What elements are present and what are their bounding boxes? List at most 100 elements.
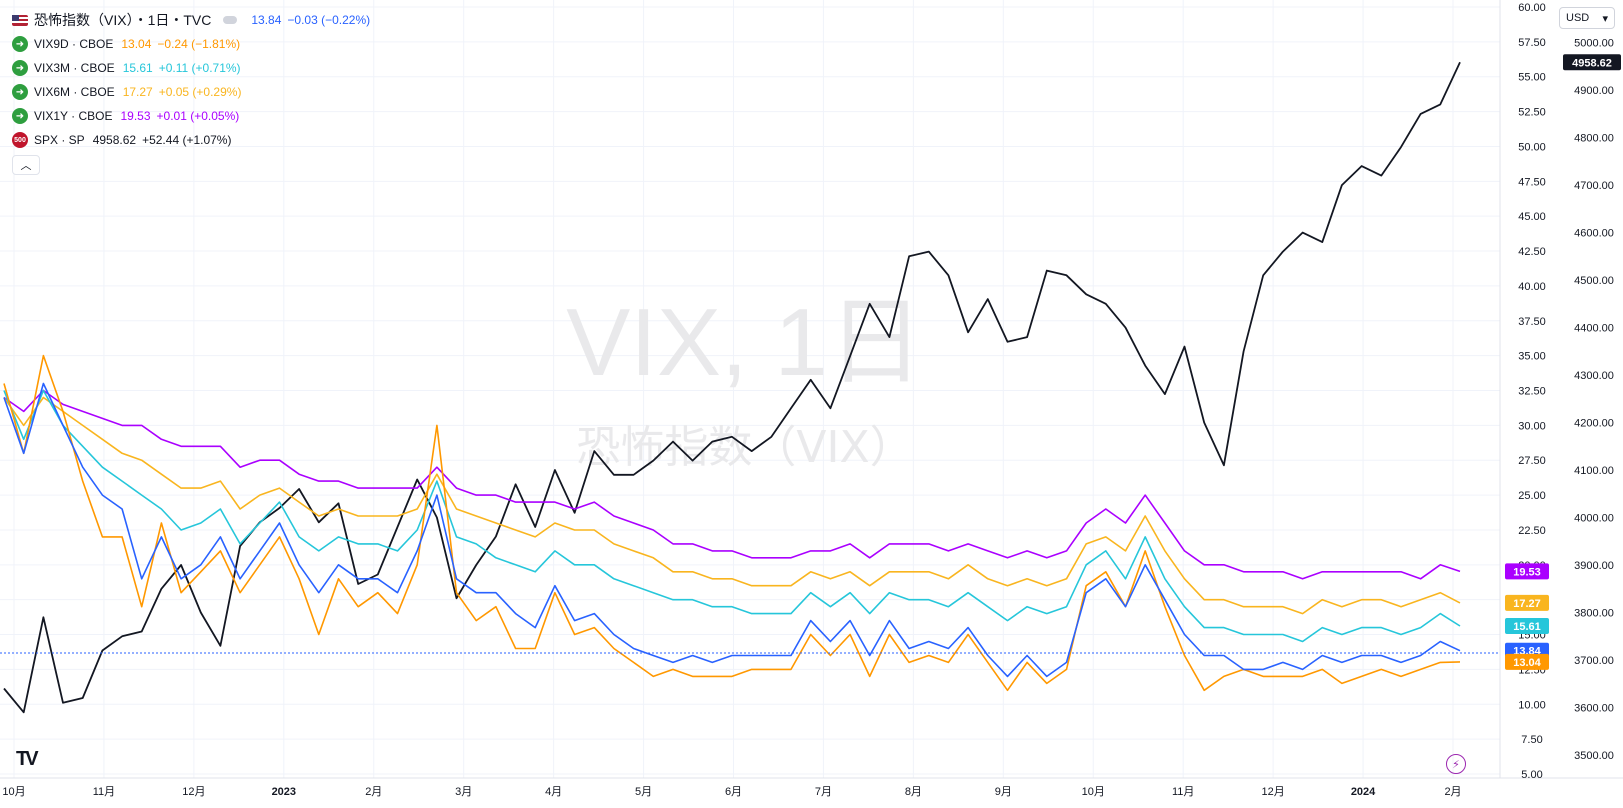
last-value-badge [1505,563,1549,580]
legend-symbol: VIX6M · CBOE [34,85,115,99]
legend-row-vix6m[interactable]: ➜ VIX6M · CBOE 17.27 +0.05 (+0.29%) [12,80,370,104]
left-axis-tick-label: 30.00 [1518,420,1546,432]
time-axis-tick-label: 9月 [995,786,1012,798]
tradingview-logo-icon[interactable]: TV [16,748,38,770]
legend-collapse-button[interactable]: ︿ [12,155,40,175]
right-axis-tick-label: 4500.00 [1574,275,1614,287]
time-axis-tick-label: 11月 [93,786,115,798]
legend-symbol: 恐怖指数（VIX）・1日・TVC [34,12,212,28]
legend-change: −0.03 (−0.22%) [287,13,371,27]
time-axis-tick-label: 11月 [1172,786,1194,798]
time-axis-tick-label: 10月 [2,786,25,798]
watermark-title: VIX, 1日 [566,289,923,396]
chevron-up-icon: ︿ [20,160,32,172]
legend-row-vix9d[interactable]: ➜ VIX9D · CBOE 13.04 −0.24 (−1.81%) [12,32,370,56]
series-line-vix3m [3,389,1461,643]
legend-row-vix1y[interactable]: ➜ VIX1Y · CBOE 19.53 +0.01 (+0.05%) [12,104,370,128]
legend-value: 13.04 [121,37,152,51]
time-axis-tick-label: 4月 [545,786,562,798]
left-axis-tick-label: 22.50 [1518,525,1546,537]
left-axis-tick-label: 10.00 [1518,699,1546,711]
series-line-vix9d [3,354,1461,692]
cboe-arrow-icon: ➜ [12,60,28,76]
series-line-spx [3,61,1461,714]
right-axis-tick-label: 4400.00 [1574,323,1614,335]
last-value-text: 17.27 [1513,598,1541,610]
legend-value: 15.61 [122,61,153,75]
left-axis-tick-label: 60.00 [1518,2,1546,14]
legend-value: 17.27 [122,85,153,99]
right-axis-tick-label: 3600.00 [1574,703,1614,715]
watermark-subtitle: 恐怖指数（VIX） [576,422,913,473]
last-value-label: 4958.62 [1563,54,1621,71]
left-axis-tick-label: 45.00 [1518,211,1546,223]
legend-change: +52.44 (+1.07%) [142,133,232,147]
time-axis-tick-label: 5月 [635,786,652,798]
right-axis-tick-label: 4000.00 [1574,513,1614,525]
legend-change: +0.01 (+0.05%) [156,109,240,123]
legend-row-spx[interactable]: 500 SPX · SP 4958.62 +52.44 (+1.07%) [12,128,370,152]
right-axis-tick-label: 4600.00 [1574,228,1614,240]
time-axis-tick-label: 2023 [272,786,296,798]
right-axis-tick-label: 4900.00 [1574,85,1614,97]
legend-value: 19.53 [120,109,151,123]
left-axis-tick-label: 5.00 [1521,769,1542,781]
right-axis-tick-label: 4800.00 [1574,133,1614,145]
last-value-text: 13.04 [1513,657,1541,669]
right-axis-tick-label: 4100.00 [1574,465,1614,477]
left-axis-tick-label: 27.50 [1518,455,1546,467]
right-axis-tick-label: 4200.00 [1574,418,1614,430]
time-axis-tick-label: 12月 [182,786,205,798]
right-price-axis[interactable]: 5000.00 4900.00 4800.00 4700.00 4600.00 4500.… [1574,38,1614,762]
legend-row-vix3m[interactable]: ➜ VIX3M · CBOE 15.61 +0.11 (+0.71%) [12,56,370,80]
series-lines [3,61,1461,714]
right-axis-tick-label: 4700.00 [1574,180,1614,192]
chevron-down-icon: ▾ [1602,12,1608,25]
series-line-vix1y [3,389,1461,580]
left-axis-tick-label: 35.00 [1518,351,1546,363]
last-value-badge [1505,594,1549,611]
legend-change: +0.11 (+0.71%) [158,61,241,75]
us-flag-icon [12,14,28,26]
currency-label: USD [1566,12,1590,24]
visibility-toggle-icon[interactable] [223,16,238,24]
right-axis-tick-label: 4300.00 [1574,370,1614,382]
last-value-badge [1505,653,1549,670]
lightning-icon[interactable]: ⚡ [1446,754,1466,774]
legend-row-vix[interactable]: 恐怖指数（VIX）・1日・TVC 13.84 −0.03 (−0.22%) [12,8,370,32]
last-value-text: 15.61 [1513,621,1541,633]
left-axis-tick-label: 37.50 [1518,316,1546,328]
left-axis-tick-label: 25.00 [1518,490,1546,502]
left-axis-tick-label: 52.50 [1518,107,1546,119]
last-value-label: 15.61 [1505,618,1549,635]
legend-value: 4958.62 [92,133,137,147]
cboe-arrow-icon: ➜ [12,36,28,52]
left-axis-tick-label: 47.50 [1518,176,1546,188]
right-axis-tick-label: 5000.00 [1574,38,1614,50]
spx-500-icon: 500 [12,132,28,148]
right-axis-tick-label: 3800.00 [1574,608,1614,620]
time-axis-tick-label: 3月 [455,786,472,798]
left-axis-tick-label: 7.50 [1521,734,1542,746]
time-axis-tick-label: 2月 [1444,786,1461,798]
time-axis-tick-label: 7月 [815,786,832,798]
left-axis-tick-label: 57.50 [1518,37,1546,49]
legend-change: +0.05 (+0.29%) [158,85,242,99]
last-value-text: 19.53 [1513,566,1541,578]
currency-select[interactable]: USD ▾ [1559,7,1615,29]
time-axis-tick-label: 12月 [1262,786,1285,798]
time-axis-tick-label: 6月 [725,786,742,798]
left-axis-tick-label: 40.00 [1518,281,1546,293]
legend-symbol: VIX9D · CBOE [34,37,114,51]
time-axis-tick-label: 2024 [1351,786,1376,798]
watermark: VIX, 1日 恐怖指数（VIX） [566,289,923,473]
left-axis-tick-label: 32.50 [1518,386,1546,398]
time-axis-tick-label: 10月 [1082,786,1105,798]
legend-symbol: VIX1Y · CBOE [34,109,113,123]
last-value-badge [1505,618,1549,635]
chart-grid [0,0,1500,778]
time-axis[interactable]: 10月 11月 12月 2023 2月 3月 4月 5月 6月 7月 8月 9月 10月 11月 12月 20… [2,786,1461,798]
time-axis-tick-label: 8月 [905,786,922,798]
